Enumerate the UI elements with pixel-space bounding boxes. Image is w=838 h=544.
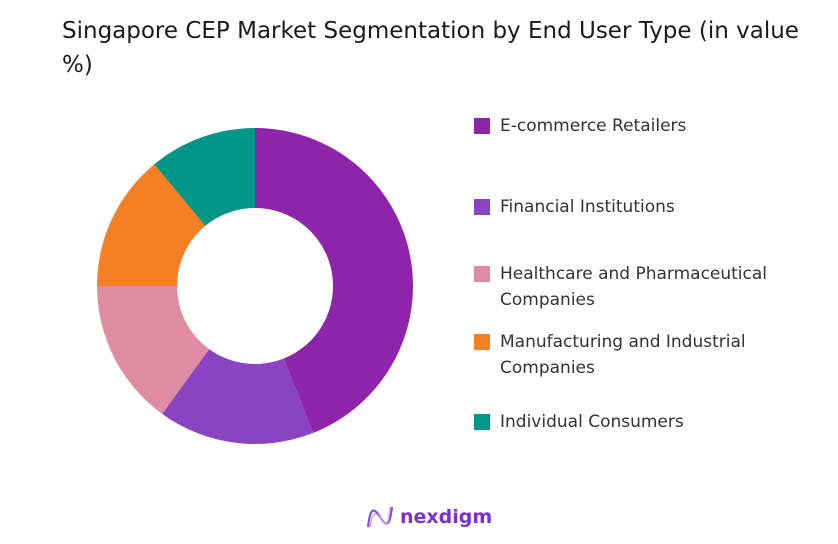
- legend-label: Manufacturing and Industrial Companies: [500, 332, 746, 378]
- legend-label: E-commerce Retailers: [500, 116, 687, 136]
- donut-slice-3: [97, 164, 206, 286]
- donut-slice-1: [162, 349, 314, 445]
- legend-swatch: [474, 414, 490, 430]
- donut-slice-4: [154, 128, 255, 226]
- legend-label: Individual Consumers: [500, 412, 684, 432]
- donut-slice-0: [255, 128, 414, 433]
- legend-swatch: [474, 118, 490, 134]
- legend-label: Healthcare and Pharmaceutical Companies: [500, 264, 768, 310]
- legend-swatch: [474, 334, 490, 350]
- nexdigm-logo: nexdigm: [366, 505, 492, 529]
- legend-item: Individual Consumers: [474, 409, 814, 435]
- legend-item: E-commerce Retailers: [474, 113, 814, 139]
- legend-label: Financial Institutions: [500, 197, 675, 217]
- chart-title: Singapore CEP Market Segmentation by End…: [62, 18, 799, 78]
- legend-item: Manufacturing and Industrial Companies: [474, 329, 814, 381]
- legend-item: Financial Institutions: [474, 194, 814, 220]
- donut-slice-2: [97, 286, 210, 414]
- legend-swatch: [474, 199, 490, 215]
- legend-item: Healthcare and Pharmaceutical Companies: [474, 261, 814, 313]
- nexdigm-logo-icon: [367, 506, 393, 528]
- legend-swatch: [474, 266, 490, 282]
